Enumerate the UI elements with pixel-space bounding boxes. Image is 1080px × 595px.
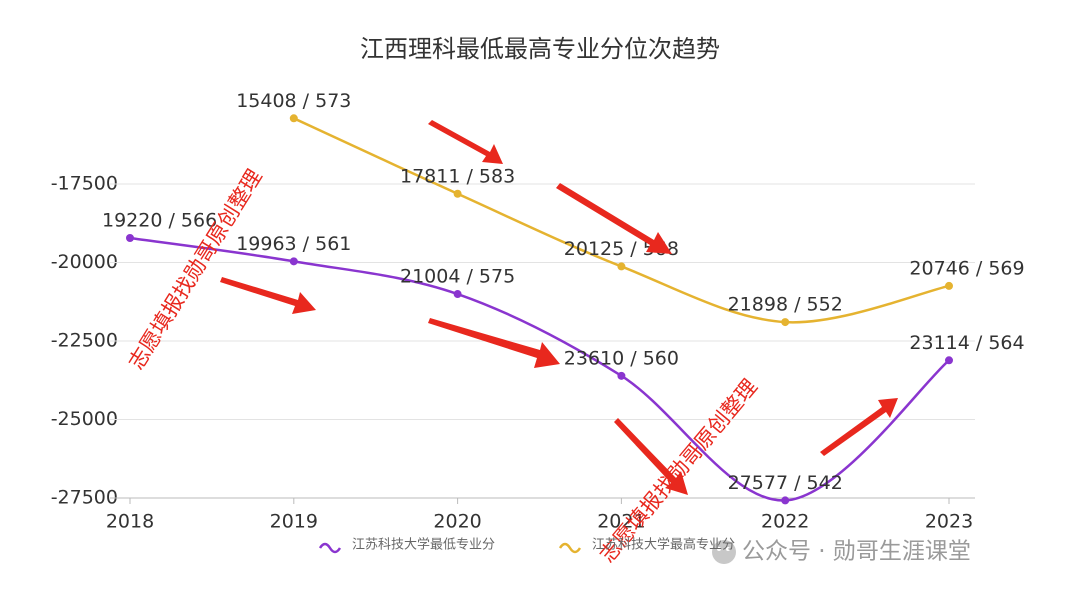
arrow [428, 120, 503, 164]
point [126, 234, 134, 243]
y-tick-label: -27500 [51, 487, 118, 509]
data-label: 19963 / 561 [236, 233, 351, 255]
x-tick-label: 2018 [106, 511, 154, 533]
x-tick-label: 2020 [433, 511, 481, 533]
point [945, 281, 953, 290]
icon-dot [726, 547, 730, 551]
data-label: 17811 / 583 [400, 165, 515, 187]
point [453, 189, 462, 198]
chart-title: 江西理科最低最高专业分位次趋势 [360, 35, 720, 63]
data-label: 20746 / 569 [909, 257, 1024, 279]
arrow [556, 183, 672, 254]
point [289, 114, 298, 123]
icon-dot [717, 547, 721, 551]
plot-area: -27500 -25000 -22500 -20000 -17500 2018 2019 20… [51, 90, 1025, 533]
point [453, 290, 462, 299]
point [781, 496, 790, 505]
arrow [820, 398, 898, 456]
data-label: 23610 / 560 [564, 347, 679, 369]
icon [712, 540, 736, 564]
footer-text: 公众号 · 勋哥生涯课堂 [742, 539, 971, 565]
x-tick-label: 2021 [597, 511, 645, 533]
y-tick-label: -17500 [51, 173, 118, 195]
point [617, 371, 626, 380]
legend-label: 江苏科技大学最低专业分 [352, 537, 495, 553]
footer-icon [712, 540, 736, 564]
legend-icon [318, 542, 342, 554]
data-label: 21004 / 575 [400, 266, 515, 288]
y-tick-label: -25000 [51, 408, 118, 430]
series-line [129, 236, 950, 502]
data-label: 21898 / 552 [728, 294, 843, 316]
y-tick-label: -22500 [51, 330, 118, 352]
legend-label: 江苏科技大学最高专业分 [592, 537, 735, 553]
data-label: 23114 / 564 [909, 332, 1024, 354]
x-tick-label: 2022 [761, 511, 809, 533]
data-label: 19220 / 566 [102, 210, 217, 232]
y-tick-label: -20000 [51, 251, 118, 273]
point [781, 318, 790, 327]
legend-icon [558, 542, 582, 554]
arrow [220, 277, 316, 314]
x-tick-label: 2019 [270, 511, 318, 533]
data-label: 27577 / 542 [728, 472, 843, 494]
arrows [220, 120, 898, 495]
x-tick-label: 2023 [925, 511, 973, 533]
point [289, 257, 298, 266]
data-label: 15408 / 573 [236, 90, 351, 112]
arrow [428, 318, 560, 368]
arrow [614, 418, 688, 495]
point [945, 356, 953, 365]
point [617, 262, 626, 271]
